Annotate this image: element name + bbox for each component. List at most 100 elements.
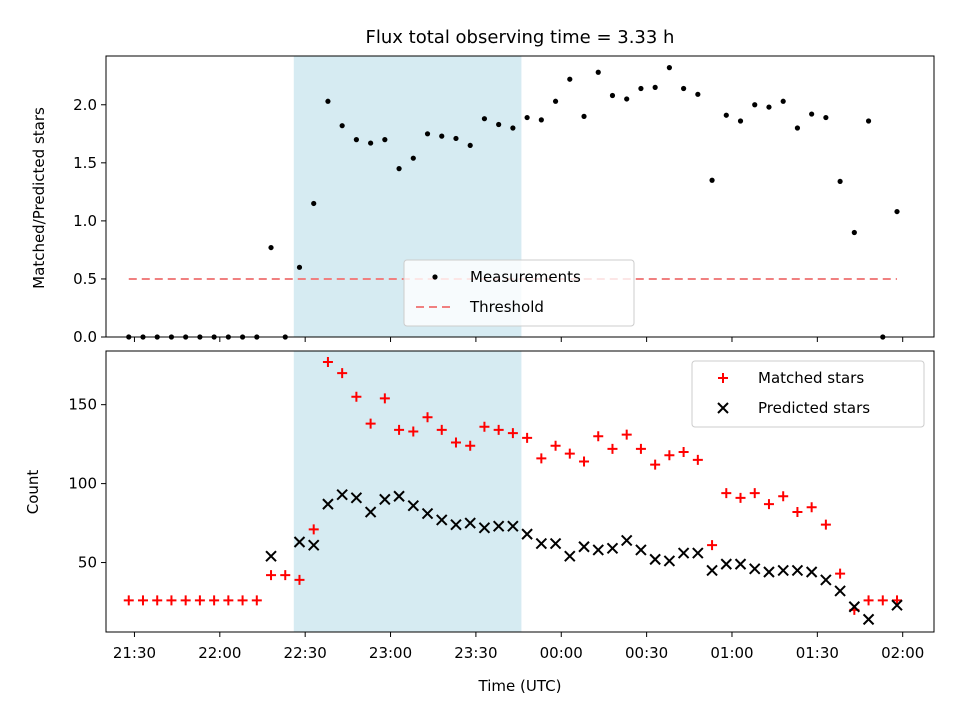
top-y-tick-label: 1.0	[73, 212, 97, 230]
matched-stars-point	[635, 443, 646, 454]
top-y-tick-label: 2.0	[73, 96, 97, 114]
top-legend-box	[403, 259, 635, 327]
predicted-stars-point	[336, 488, 348, 501]
predicted-stars-legend-label: Predicted stars	[758, 399, 870, 417]
top-y-tick-label: 0.5	[73, 270, 97, 288]
predicted-stars-point	[564, 550, 576, 562]
measurements-point	[410, 155, 416, 161]
x-tick-label: 21:30	[113, 644, 156, 662]
matched-stars-point	[877, 595, 888, 606]
predicted-stars-point	[308, 539, 320, 551]
predicted-stars-point	[478, 522, 491, 534]
matched-stars-point	[863, 595, 874, 606]
measurements-point	[424, 131, 431, 137]
predicted-stars-point	[393, 490, 405, 502]
predicted-stars-point	[663, 555, 676, 567]
matched-stars-point	[123, 595, 134, 606]
predicted-stars-point	[549, 537, 562, 550]
predicted-stars-point	[407, 500, 420, 512]
predicted-stars-point	[265, 550, 277, 562]
top-axes-frame	[105, 55, 935, 338]
predicted-stars-point	[763, 566, 775, 578]
matched-stars-point	[835, 568, 846, 579]
measurements-point	[752, 102, 758, 108]
predicted-stars-point	[620, 534, 633, 547]
measurements-point	[709, 177, 715, 183]
predicted-stars-point	[592, 544, 604, 556]
matched-stars-point	[735, 492, 746, 503]
matched-stars-point	[792, 507, 803, 518]
matched-stars-point	[436, 424, 447, 435]
measurements-point	[837, 178, 843, 185]
measurements-point	[325, 98, 331, 104]
matched-stars-point	[194, 595, 205, 606]
predicted-stars-point	[649, 553, 661, 566]
top-legend: Measurements Threshold	[403, 259, 635, 327]
matched-stars-point	[266, 570, 277, 581]
measurements-point	[666, 65, 672, 71]
predicted-stars-legend-swatch	[717, 402, 729, 414]
matched-stars-point	[379, 393, 390, 404]
matched-stars-point	[237, 595, 248, 606]
measurements-point	[894, 208, 900, 215]
matched-stars-point	[763, 499, 774, 510]
matched-stars-point	[493, 424, 504, 435]
bottom-y-tick-label: 150	[68, 396, 97, 414]
predicted-stars-point	[692, 547, 704, 559]
bottom-y-tick-label: 100	[68, 475, 97, 493]
bottom-y-tick-label: 50	[78, 554, 97, 572]
predicted-stars-point	[820, 574, 832, 586]
bottom-legend-box	[691, 360, 925, 428]
measurements-point	[681, 85, 687, 92]
matched-stars-point	[251, 595, 262, 606]
matched-stars-point	[820, 519, 831, 530]
measurements-point	[567, 76, 573, 82]
measurements-point	[865, 118, 872, 124]
matched-stars-point	[137, 595, 148, 606]
matched-stars-point	[422, 412, 433, 423]
predicted-stars-point	[777, 564, 789, 577]
predicted-stars-point	[578, 541, 590, 553]
measurements-point	[353, 137, 359, 143]
x-axis-label: Time (UTC)	[478, 677, 562, 695]
matched-stars-point	[507, 428, 518, 439]
matched-stars-point	[465, 440, 476, 451]
measurements-point	[339, 123, 345, 129]
predicted-stars-point	[606, 542, 619, 555]
predicted-stars-point	[805, 566, 818, 578]
predicted-stars-point	[507, 520, 519, 532]
matched-stars-point	[479, 421, 490, 432]
matched-stars-point	[180, 595, 191, 606]
measurements-point	[296, 264, 303, 270]
measurements-legend-label: Measurements	[470, 268, 581, 286]
predicted-stars-point	[521, 528, 533, 540]
measurements-point	[695, 91, 701, 97]
top-y-tick-label: 1.5	[73, 154, 97, 172]
predicted-stars-point	[734, 558, 747, 570]
bottom-axes-frame	[105, 350, 935, 633]
measurements-point	[609, 92, 616, 99]
predicted-stars-point	[364, 506, 377, 518]
threshold-legend-label: Threshold	[469, 298, 544, 316]
matched-stars-point	[294, 574, 305, 585]
matched-stars-point	[564, 448, 575, 459]
matched-stars-point	[408, 426, 419, 437]
measurements-point	[510, 125, 516, 131]
measurements-point	[538, 117, 544, 123]
matched-stars-point	[322, 357, 333, 368]
matched-stars-point	[593, 431, 604, 442]
predicted-stars-point	[749, 563, 761, 575]
predicted-stars-point	[720, 558, 732, 570]
measurements-point	[624, 96, 630, 102]
measurements-point	[396, 166, 402, 172]
predicted-stars-point	[706, 564, 718, 577]
measurements-point	[780, 98, 786, 104]
measurements-point	[638, 85, 644, 92]
predicted-stars-point	[535, 537, 548, 550]
measurements-point	[723, 112, 729, 118]
bottom-y-axis-label: Count	[24, 470, 42, 515]
matched-stars-point	[621, 429, 632, 440]
measurements-point	[524, 114, 530, 121]
